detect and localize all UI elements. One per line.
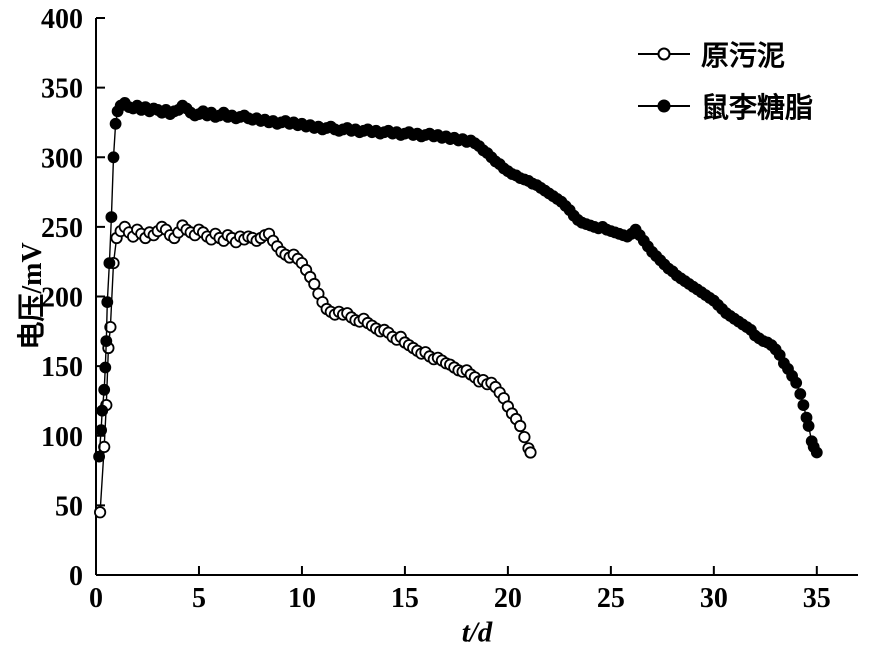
y-tick-label: 0 — [69, 561, 83, 592]
legend: 原污泥 鼠李糖脂 — [637, 34, 813, 126]
series-raw-sludge — [94, 219, 537, 519]
data-point-rhamnolipid — [95, 424, 107, 437]
y-tick-label: 150 — [41, 352, 83, 383]
x-tick-label: 5 — [192, 583, 206, 614]
data-point-rhamnolipid — [107, 151, 120, 164]
data-point-rhamnolipid — [810, 446, 823, 459]
legend-item-rhamnolipid: 鼠李糖脂 — [637, 86, 813, 126]
open-circle-marker-icon — [637, 47, 690, 61]
y-axis-title: 电压/mV — [17, 242, 48, 350]
x-tick-label: 20 — [494, 583, 522, 614]
data-point-rhamnolipid — [797, 399, 810, 412]
y-tick-label: 300 — [41, 143, 83, 174]
data-point-raw-sludge — [524, 446, 537, 459]
legend-label-raw-sludge: 原污泥 — [700, 41, 785, 72]
y-tick-label: 50 — [55, 491, 83, 522]
data-point-rhamnolipid — [99, 361, 112, 374]
data-point-rhamnolipid — [100, 335, 113, 348]
x-axis-title: t/d — [461, 616, 493, 649]
x-tick-label: 15 — [391, 583, 419, 614]
series-line-rhamnolipid — [98, 101, 818, 457]
x-tick-label: 0 — [89, 583, 103, 614]
y-axis-ticks: 0 50 100 150 200 250 300 350 400 — [41, 4, 105, 592]
data-point-rhamnolipid — [794, 388, 807, 400]
y-tick-label: 350 — [41, 74, 83, 105]
y-tick-label: 400 — [41, 4, 83, 35]
data-point-rhamnolipid — [109, 117, 122, 130]
data-point-raw-sludge — [98, 440, 111, 453]
data-point-raw-sludge — [94, 506, 107, 519]
data-point-raw-sludge — [104, 320, 117, 334]
data-point-rhamnolipid — [790, 376, 803, 389]
y-tick-label: 250 — [41, 213, 83, 244]
x-tick-label: 35 — [803, 583, 831, 614]
x-axis-ticks: 0 5 10 15 20 25 30 35 — [89, 566, 831, 614]
filled-circle-marker-icon — [637, 99, 690, 113]
y-tick-label: 200 — [41, 283, 83, 314]
series-rhamnolipid — [93, 97, 823, 463]
data-point-raw-sludge — [514, 419, 527, 433]
data-point-rhamnolipid — [98, 383, 111, 396]
data-point-rhamnolipid — [802, 420, 815, 432]
legend-label-rhamnolipid: 鼠李糖脂 — [700, 93, 813, 124]
data-point-rhamnolipid — [93, 450, 105, 463]
x-tick-label: 10 — [288, 583, 316, 614]
data-point-rhamnolipid — [96, 404, 109, 417]
data-point-rhamnolipid — [105, 211, 118, 224]
x-tick-label: 25 — [597, 583, 625, 614]
data-point-rhamnolipid — [103, 257, 116, 270]
y-tick-label: 100 — [41, 422, 83, 453]
legend-item-raw-sludge: 原污泥 — [637, 34, 813, 74]
x-tick-label: 30 — [700, 583, 728, 614]
data-point-raw-sludge — [518, 430, 531, 444]
data-point-rhamnolipid — [101, 296, 114, 309]
